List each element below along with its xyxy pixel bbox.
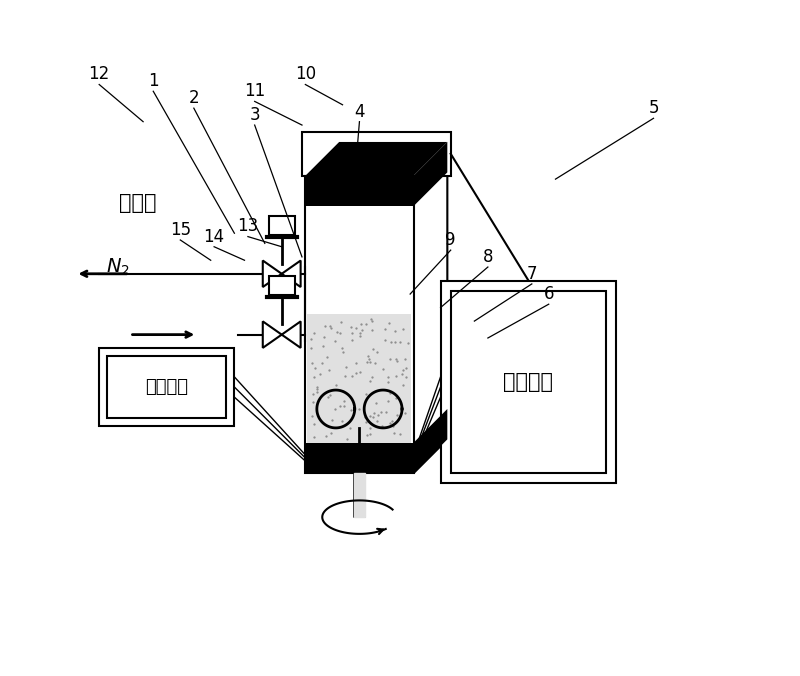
Polygon shape (306, 142, 447, 176)
Bar (306, 443, 414, 473)
Text: 4: 4 (354, 103, 365, 120)
Polygon shape (354, 473, 365, 517)
Text: 13: 13 (238, 218, 258, 235)
Polygon shape (414, 142, 447, 473)
Text: $N_2$: $N_2$ (106, 256, 130, 278)
Bar (306, 176, 414, 206)
Text: 7: 7 (526, 265, 537, 283)
Text: 12: 12 (89, 66, 110, 83)
Bar (269, 276, 294, 295)
Text: 1: 1 (148, 72, 158, 90)
Polygon shape (306, 142, 447, 176)
Text: 11: 11 (244, 82, 266, 100)
Text: 加热控制: 加热控制 (146, 378, 188, 396)
Polygon shape (282, 321, 301, 348)
Text: 8: 8 (482, 248, 493, 266)
Bar (450, 291, 606, 473)
Polygon shape (262, 260, 282, 287)
Polygon shape (282, 260, 301, 287)
Bar (307, 314, 411, 443)
Text: 9: 9 (446, 231, 456, 249)
Text: 2: 2 (189, 89, 199, 107)
Polygon shape (262, 321, 282, 348)
Polygon shape (414, 142, 447, 206)
Polygon shape (339, 142, 447, 439)
Bar (269, 216, 294, 235)
Text: 14: 14 (203, 228, 225, 245)
Bar (107, 356, 226, 418)
Text: 3: 3 (250, 106, 260, 124)
Polygon shape (414, 409, 447, 473)
Text: 15: 15 (170, 221, 191, 239)
Bar (99, 348, 234, 426)
Bar (306, 176, 414, 473)
Text: 抽真空: 抽真空 (119, 193, 157, 213)
Text: 10: 10 (294, 66, 316, 83)
Text: 5: 5 (648, 99, 658, 117)
Text: 直流电源: 直流电源 (503, 372, 554, 392)
Text: 6: 6 (543, 285, 554, 303)
Bar (441, 281, 616, 483)
Bar (302, 132, 450, 176)
